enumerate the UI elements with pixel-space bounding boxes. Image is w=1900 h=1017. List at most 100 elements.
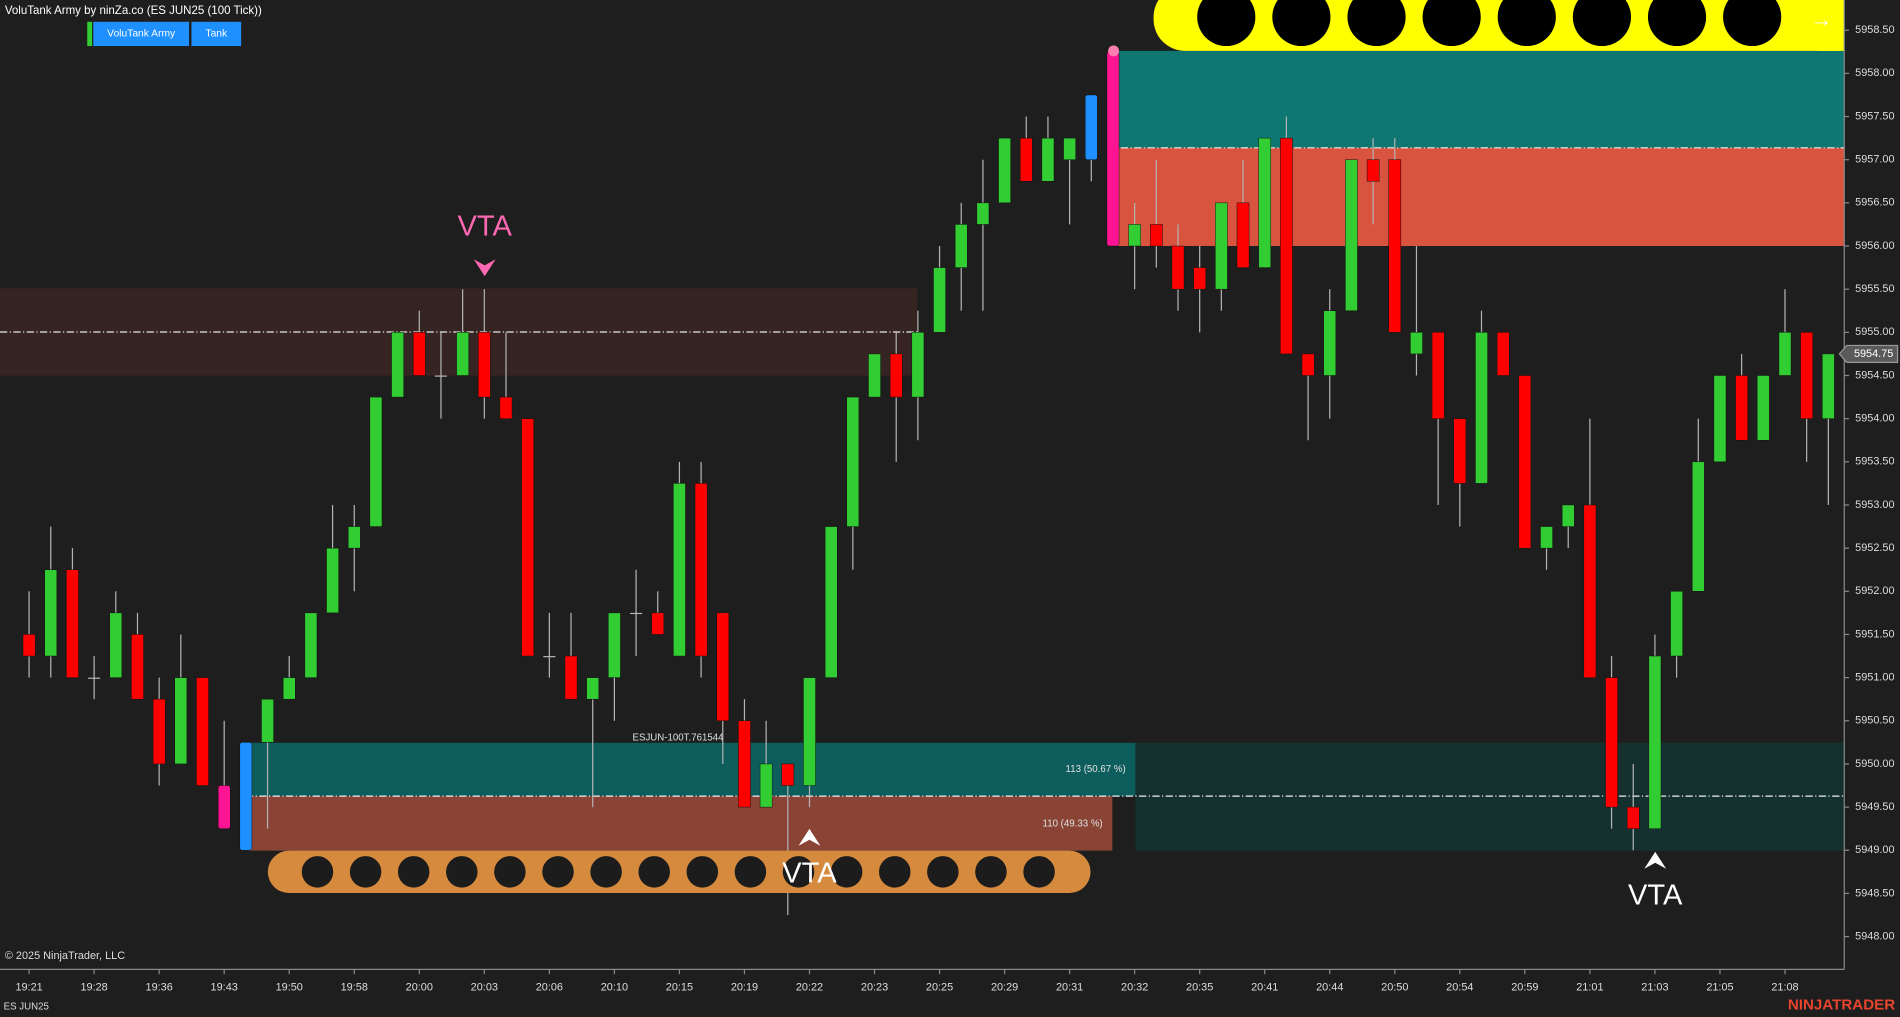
vta-arrow <box>1644 851 1667 869</box>
candle-body <box>1280 137 1293 355</box>
candle-body <box>543 656 556 658</box>
candle-body <box>1128 224 1141 247</box>
last-price-label: 5954.75 <box>1854 348 1893 360</box>
candle-body <box>326 547 339 614</box>
candle-body <box>586 677 600 700</box>
candle-body <box>1301 353 1315 376</box>
candle-body <box>391 332 404 398</box>
candle-body <box>1019 137 1033 182</box>
pill-dot <box>542 856 574 888</box>
candle-body <box>1800 332 1813 419</box>
arrow-button[interactable]: → <box>1810 6 1832 31</box>
y-tick-label: 5951.50 <box>1855 628 1894 640</box>
pill-dot <box>638 856 670 888</box>
pill-dot <box>494 856 526 888</box>
button[interactable] <box>191 21 242 47</box>
candle-body <box>196 677 209 786</box>
x-tick-label: 20:59 <box>1511 981 1538 993</box>
candle-body <box>781 763 795 786</box>
y-tick-label: 5957.00 <box>1855 154 1894 166</box>
y-tick-label: 5956.50 <box>1855 197 1894 209</box>
candle-body <box>1366 159 1380 182</box>
candle-body <box>1410 332 1423 355</box>
x-tick-label: 20:00 <box>406 981 433 993</box>
candle-body <box>630 612 643 615</box>
pill-end <box>1817 0 1845 51</box>
vta-label: VTA <box>1628 879 1683 911</box>
x-tick-label: 20:41 <box>1251 981 1278 993</box>
candle-body <box>868 353 881 398</box>
candle-body <box>976 202 990 225</box>
candle-body <box>1388 159 1402 333</box>
candle-body <box>846 396 860 527</box>
zone-sell-label: 110 (49.33 %) <box>1043 819 1103 830</box>
button-label[interactable]: Tank <box>205 29 228 40</box>
volume-pill <box>267 850 1091 894</box>
candle-body <box>22 634 36 657</box>
y-tick-label: 5952.00 <box>1855 585 1894 597</box>
candle-body <box>131 634 144 700</box>
candle-body <box>1713 375 1727 463</box>
zone-buy-label: 113 (50.67 %) <box>1066 764 1126 775</box>
candle-body <box>369 396 383 527</box>
y-tick-label: 5956.00 <box>1855 240 1894 252</box>
y-tick-label: 5955.50 <box>1855 283 1894 295</box>
candle-body <box>88 677 101 679</box>
x-tick-label: 19:21 <box>15 981 42 993</box>
x-tick-label: 20:19 <box>731 981 758 993</box>
candle-body <box>933 267 946 333</box>
candle-body <box>651 612 665 635</box>
candle-body <box>304 612 318 678</box>
candle-body <box>911 332 925 398</box>
candles <box>22 51 1835 915</box>
candle-body <box>694 483 708 657</box>
y-tick-label: 5949.00 <box>1855 844 1894 856</box>
y-tick-label: 5953.00 <box>1855 499 1894 511</box>
candle-body <box>1496 332 1510 376</box>
candle-body <box>44 569 58 657</box>
x-tick-label: 20:35 <box>1186 981 1213 993</box>
candle-body <box>1258 137 1272 268</box>
x-tick-label: 19:36 <box>146 981 173 993</box>
y-tick-label: 5957.50 <box>1855 110 1894 122</box>
pill-dots <box>301 856 1055 888</box>
y-tick-label: 5948.00 <box>1855 930 1894 942</box>
x-tick-label: 21:05 <box>1706 981 1733 993</box>
candle-body <box>239 742 253 851</box>
x-tick-label: 20:25 <box>926 981 953 993</box>
candle-body <box>1518 375 1532 549</box>
copyright: © 2025 NinjaTrader, LLC <box>5 950 125 962</box>
pill-dot <box>1272 0 1331 47</box>
x-tick-label: 20:23 <box>861 981 888 993</box>
candle-body <box>1431 332 1445 419</box>
button[interactable] <box>93 21 190 47</box>
candle-body <box>152 698 166 765</box>
x-tick-label: 20:54 <box>1446 981 1473 993</box>
candle-body <box>499 396 513 419</box>
candle-body <box>1735 375 1748 441</box>
candle-body <box>109 612 123 678</box>
vta-label: VTA <box>782 858 837 890</box>
candle-body <box>824 526 838 678</box>
candle-body <box>673 483 686 657</box>
y-tick-label: 5949.50 <box>1855 801 1894 813</box>
pill-dot <box>446 856 478 888</box>
candle-body <box>1583 504 1597 678</box>
pill-dot <box>830 856 863 888</box>
candle-body <box>1605 677 1618 808</box>
pill-dot <box>1347 0 1406 47</box>
candle-body <box>261 698 274 743</box>
y-tick-label: 5952.50 <box>1855 542 1894 554</box>
buy-zone-bottom <box>245 742 1136 797</box>
button-label[interactable]: VoluTank Army <box>107 29 176 40</box>
chart-title: VoluTank Army by ninZa.co (ES JUN25 (100… <box>5 5 262 17</box>
pill-dot <box>397 856 430 888</box>
x-tick-label: 20:10 <box>601 981 628 993</box>
price-axis <box>1844 0 1900 1017</box>
sell-zone-top <box>1113 147 1845 246</box>
candle-body <box>1670 591 1683 657</box>
candle-body <box>1345 159 1358 311</box>
candle-body <box>1150 224 1163 247</box>
indicator-flag <box>87 21 93 47</box>
candle-body <box>1323 310 1337 376</box>
